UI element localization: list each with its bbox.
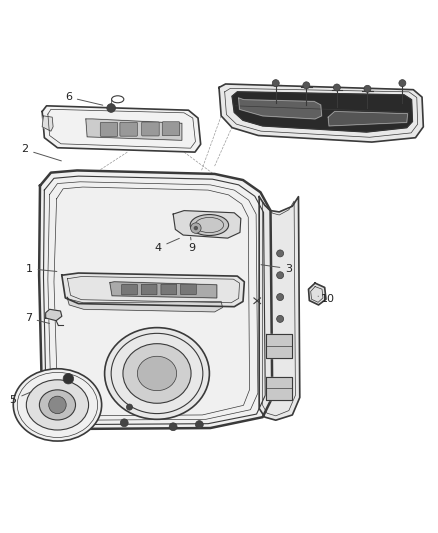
Polygon shape [46, 309, 62, 321]
Circle shape [194, 226, 198, 230]
Text: 9: 9 [188, 237, 195, 253]
Circle shape [303, 82, 310, 89]
FancyBboxPatch shape [141, 284, 157, 295]
Circle shape [399, 79, 406, 87]
Ellipse shape [105, 328, 209, 419]
Polygon shape [67, 297, 223, 312]
Text: 4: 4 [154, 238, 179, 253]
Circle shape [127, 404, 133, 410]
FancyBboxPatch shape [162, 122, 180, 136]
Polygon shape [259, 197, 300, 420]
Polygon shape [110, 282, 217, 298]
Circle shape [277, 250, 284, 257]
Circle shape [191, 223, 201, 233]
FancyBboxPatch shape [161, 284, 177, 295]
FancyBboxPatch shape [142, 122, 159, 136]
Ellipse shape [190, 215, 229, 236]
Polygon shape [232, 92, 413, 132]
FancyBboxPatch shape [180, 284, 196, 295]
FancyBboxPatch shape [120, 122, 138, 136]
Polygon shape [39, 171, 272, 429]
Ellipse shape [138, 356, 177, 391]
FancyBboxPatch shape [122, 285, 138, 295]
Polygon shape [42, 116, 53, 131]
Polygon shape [173, 211, 241, 238]
Ellipse shape [123, 344, 191, 403]
Circle shape [333, 84, 340, 91]
Polygon shape [219, 84, 424, 142]
Polygon shape [266, 376, 292, 400]
Ellipse shape [39, 390, 75, 420]
Text: 1: 1 [25, 264, 57, 273]
Ellipse shape [13, 369, 102, 441]
Circle shape [49, 396, 66, 414]
Polygon shape [42, 106, 201, 152]
Circle shape [277, 272, 284, 279]
Circle shape [169, 423, 177, 431]
Circle shape [107, 103, 116, 112]
Text: 2: 2 [21, 144, 61, 161]
Circle shape [120, 419, 128, 427]
Text: 5: 5 [10, 392, 31, 405]
FancyBboxPatch shape [100, 123, 118, 136]
Text: 3: 3 [261, 264, 292, 273]
Polygon shape [62, 273, 244, 306]
Text: 6: 6 [65, 92, 103, 105]
Polygon shape [86, 119, 182, 140]
Polygon shape [308, 283, 326, 305]
Circle shape [272, 79, 279, 87]
Circle shape [195, 421, 203, 429]
Ellipse shape [26, 380, 88, 430]
Text: 7: 7 [25, 313, 49, 324]
Text: 10: 10 [318, 294, 335, 304]
Polygon shape [239, 98, 321, 119]
Circle shape [364, 85, 371, 92]
Polygon shape [266, 334, 292, 358]
Circle shape [277, 294, 284, 301]
Circle shape [277, 316, 284, 322]
Polygon shape [328, 111, 408, 126]
Circle shape [63, 374, 74, 384]
